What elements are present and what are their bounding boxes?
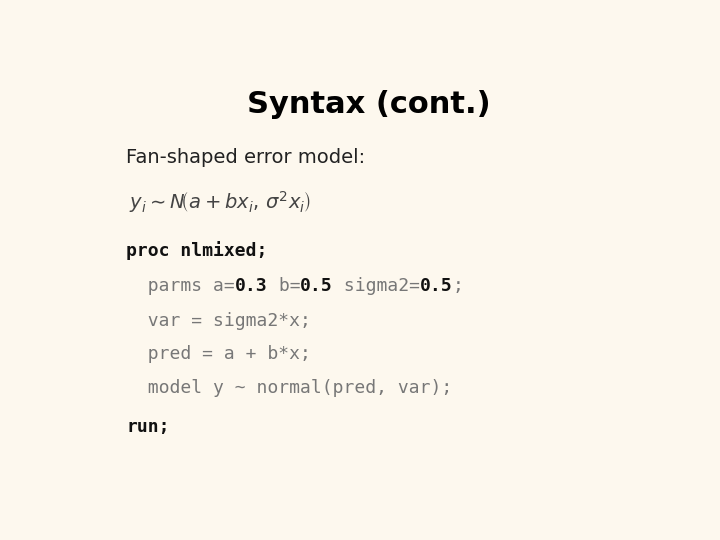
Text: proc nlmixed;: proc nlmixed; xyxy=(126,241,268,260)
Text: Syntax (cont.): Syntax (cont.) xyxy=(247,90,491,119)
Text: 0.3: 0.3 xyxy=(235,277,268,295)
Text: sigma2=: sigma2= xyxy=(333,277,420,295)
Text: parms a=: parms a= xyxy=(126,277,235,295)
Text: ;: ; xyxy=(452,277,464,295)
Text: model y ~ normal(pred, var);: model y ~ normal(pred, var); xyxy=(126,379,452,397)
Text: $y_i \sim N\!\left(a + bx_i,\,\sigma^2 x_i\right)$: $y_i \sim N\!\left(a + bx_i,\,\sigma^2 x… xyxy=(129,190,311,215)
Text: b=: b= xyxy=(268,277,300,295)
Text: var = sigma2*x;: var = sigma2*x; xyxy=(126,312,311,330)
Text: Fan-shaped error model:: Fan-shaped error model: xyxy=(126,148,365,167)
Text: run;: run; xyxy=(126,418,170,436)
Text: 0.5: 0.5 xyxy=(420,277,452,295)
Text: 0.5: 0.5 xyxy=(300,277,333,295)
Text: pred = a + b*x;: pred = a + b*x; xyxy=(126,346,311,363)
